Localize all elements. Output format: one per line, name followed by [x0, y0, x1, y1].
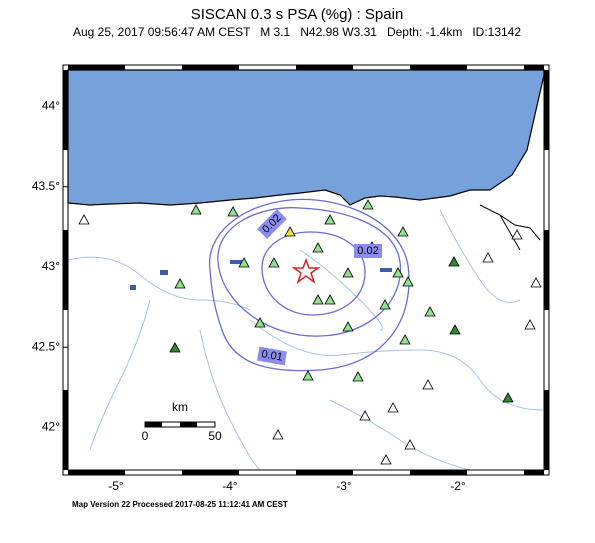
station	[380, 454, 392, 465]
contour-0.01	[208, 198, 410, 372]
frame-stripe	[68, 470, 125, 475]
station	[169, 342, 181, 353]
lon-label: -2°	[450, 479, 466, 493]
station	[324, 214, 336, 225]
frame-stripe	[544, 70, 549, 150]
frame-stripe	[182, 470, 239, 475]
contour-0.02	[217, 207, 402, 337]
station	[362, 199, 374, 210]
title: SISCAN 0.3 s PSA (%g) : Spain	[191, 6, 404, 23]
station	[399, 334, 411, 345]
station	[530, 277, 542, 288]
frame-stripe	[63, 230, 68, 310]
contour-label-bg	[256, 346, 288, 366]
scale-bar-seg	[145, 422, 162, 427]
contour-label-bg	[354, 244, 382, 258]
station	[78, 214, 90, 225]
station	[254, 317, 266, 328]
scale-bar: km 0 50	[142, 400, 222, 443]
contour-label: 0.01	[256, 346, 288, 366]
station	[238, 257, 250, 268]
frame-stripe	[63, 390, 68, 470]
station	[272, 429, 284, 440]
station	[502, 392, 514, 403]
station	[524, 319, 536, 330]
station	[422, 379, 434, 390]
frame-stripe	[296, 470, 353, 475]
contour-label: 0.02	[354, 244, 382, 258]
frame-stripe	[296, 65, 353, 70]
epicenter	[291, 257, 321, 285]
frame-stripe	[544, 390, 549, 470]
footer: Map Version 22 Processed 2017-08-25 11:1…	[72, 500, 288, 509]
station	[402, 276, 414, 287]
station	[359, 410, 371, 421]
scale-unit: km	[172, 400, 188, 414]
frame-stripe	[410, 65, 467, 70]
contour-label-text: 0.02	[357, 245, 378, 257]
scale-bar-seg	[180, 422, 197, 427]
station	[312, 294, 324, 305]
station	[379, 299, 391, 310]
frame-stripe	[182, 65, 239, 70]
station	[511, 229, 523, 240]
lon-label: -5°	[108, 479, 124, 493]
map-frame	[62, 64, 550, 476]
frame-stripe	[524, 65, 544, 70]
frame-stripe	[524, 470, 544, 475]
station	[190, 204, 202, 215]
lon-label: -4°	[222, 479, 238, 493]
station	[342, 321, 354, 332]
map-area: 0.02 0.02 0.01 km 0 50	[67, 69, 545, 471]
rivers	[67, 209, 545, 471]
lat-label: 43°	[42, 259, 60, 273]
lat-label: 42.5°	[32, 339, 60, 353]
frame-stripe	[410, 470, 467, 475]
station	[448, 256, 460, 267]
frame-stripe	[68, 65, 125, 70]
station	[312, 242, 324, 253]
lat-label: 42°	[42, 420, 60, 434]
lat-label: 44°	[42, 99, 60, 113]
station	[284, 226, 296, 237]
station	[449, 324, 461, 335]
station	[424, 306, 436, 317]
station	[174, 278, 186, 289]
station	[392, 267, 404, 278]
station	[482, 252, 494, 263]
sea	[67, 69, 545, 206]
frame-stripe	[63, 70, 68, 150]
scale-label: 50	[208, 429, 222, 443]
station	[342, 267, 354, 278]
contour-label-bg	[257, 209, 287, 239]
stations	[78, 199, 542, 465]
station	[268, 257, 280, 268]
lon-label: -3°	[336, 479, 352, 493]
contour-label-text: 0.01	[260, 348, 283, 364]
station	[302, 370, 314, 381]
frame-stripe	[544, 230, 549, 310]
lat-label: 43.5°	[32, 179, 60, 193]
scale-label: 0	[142, 429, 149, 443]
border-line	[479, 204, 541, 251]
station	[352, 371, 364, 382]
subtitle: Aug 25, 2017 09:56:47 AM CEST M 3.1 N42.…	[73, 25, 521, 39]
station	[397, 226, 409, 237]
station	[387, 402, 399, 413]
station	[227, 206, 239, 217]
station	[324, 294, 336, 305]
station	[404, 439, 416, 450]
